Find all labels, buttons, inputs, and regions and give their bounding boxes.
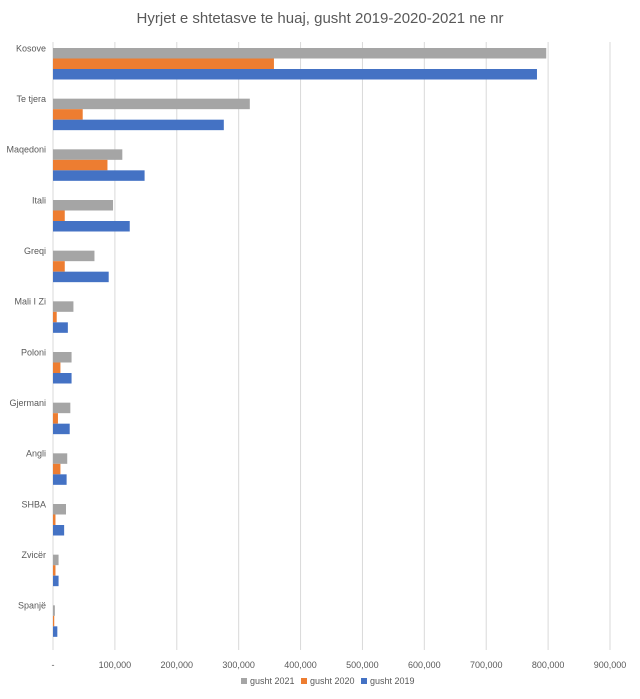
bar-gusht-2020-itali — [53, 210, 65, 221]
category-label: SHBA — [21, 499, 46, 509]
x-tick-label: 200,000 — [161, 660, 194, 670]
x-tick-labels: - 100,000 200,000 300,000 400,000 500,000 600,… — [52, 660, 627, 670]
legend-swatch — [301, 678, 307, 684]
x-tick-label: 800,000 — [532, 660, 565, 670]
bar-gusht-2021-te-tjera — [53, 98, 250, 110]
bar-gusht-2021-gjermani — [53, 402, 71, 414]
bar-gusht-2019-maqedoni — [53, 170, 145, 181]
bar-gusht-2019-greqi — [53, 271, 109, 283]
legend-label: gusht 2019 — [370, 676, 415, 686]
bar-gusht-2020-zvicër — [53, 565, 56, 576]
category-label: Maqedoni — [6, 145, 46, 155]
bar-gusht-2020-angli — [53, 463, 61, 475]
bar-gusht-2021-kosove — [53, 48, 547, 59]
bar-gusht-2019-poloni — [53, 373, 72, 384]
x-tick-label: 700,000 — [470, 660, 503, 670]
category-label: Te tjera — [16, 94, 46, 104]
bar-gusht-2019-zvicër — [53, 575, 59, 587]
legend-label: gusht 2020 — [310, 676, 355, 686]
category-label: Mali I Zi — [15, 297, 47, 307]
bar-gusht-2021-itali — [53, 200, 114, 211]
bar-gusht-2021-greqi — [53, 250, 95, 262]
category-label: Itali — [32, 195, 46, 205]
category-label: Gjermani — [9, 398, 46, 408]
bar-gusht-2019-shba — [53, 525, 65, 536]
bar-gusht-2020-te-tjera — [53, 109, 83, 120]
x-tick-label: 500,000 — [346, 660, 379, 670]
chart-title: Hyrjet e shtetasve te huaj, gusht 2019-2… — [137, 10, 504, 27]
bar-gusht-2021-poloni — [53, 352, 72, 363]
bar-gusht-2020-mali-i-zi — [53, 311, 57, 323]
category-label: Greqi — [24, 246, 46, 256]
legend-swatch — [361, 678, 367, 684]
gridlines — [52, 42, 611, 650]
x-tick-label: - — [52, 660, 55, 670]
bar-gusht-2019-spanjë — [53, 626, 58, 637]
x-tick-label: 400,000 — [284, 660, 317, 670]
bar-gusht-2020-greqi — [53, 261, 65, 272]
bar-gusht-2019-mali-i-zi — [53, 322, 68, 333]
bar-gusht-2021-shba — [53, 504, 66, 515]
x-tick-label: 900,000 — [594, 660, 627, 670]
bar-gusht-2019-kosove — [53, 69, 537, 80]
bar-gusht-2021-angli — [53, 453, 68, 464]
category-label: Angli — [26, 449, 46, 459]
category-labels: Kosove Te tjera Maqedoni Itali Greqi Mali I Z… — [6, 43, 46, 610]
bar-gusht-2020-kosove — [53, 58, 274, 69]
bar-gusht-2020-spanjë — [53, 615, 55, 627]
x-tick-label: 600,000 — [408, 660, 441, 670]
legend-label: gusht 2021 — [250, 676, 295, 686]
bar-gusht-2019-te-tjera — [53, 119, 224, 131]
category-label: Zvicër — [22, 550, 47, 560]
bar-gusht-2019-angli — [53, 474, 67, 485]
bar-gusht-2021-spanjë — [53, 605, 55, 616]
bar-gusht-2020-gjermani — [53, 413, 58, 424]
category-label: Poloni — [21, 347, 46, 357]
bars — [53, 48, 547, 637]
bar-gusht-2020-shba — [53, 514, 56, 525]
category-label: Kosove — [16, 43, 46, 53]
bar-gusht-2021-maqedoni — [53, 149, 123, 160]
category-label: Spanjë — [18, 601, 46, 611]
bar-gusht-2021-mali-i-zi — [53, 301, 74, 312]
bar-gusht-2019-gjermani — [53, 423, 70, 435]
legend: gusht 2021 gusht 2020 gusht 2019 — [241, 676, 415, 686]
x-tick-label: 300,000 — [222, 660, 255, 670]
bar-gusht-2020-poloni — [53, 362, 61, 373]
bar-gusht-2019-itali — [53, 221, 130, 232]
legend-swatch — [241, 678, 247, 684]
x-tick-label: 100,000 — [99, 660, 132, 670]
bar-gusht-2021-zvicër — [53, 554, 59, 566]
bar-gusht-2020-maqedoni — [53, 159, 108, 171]
